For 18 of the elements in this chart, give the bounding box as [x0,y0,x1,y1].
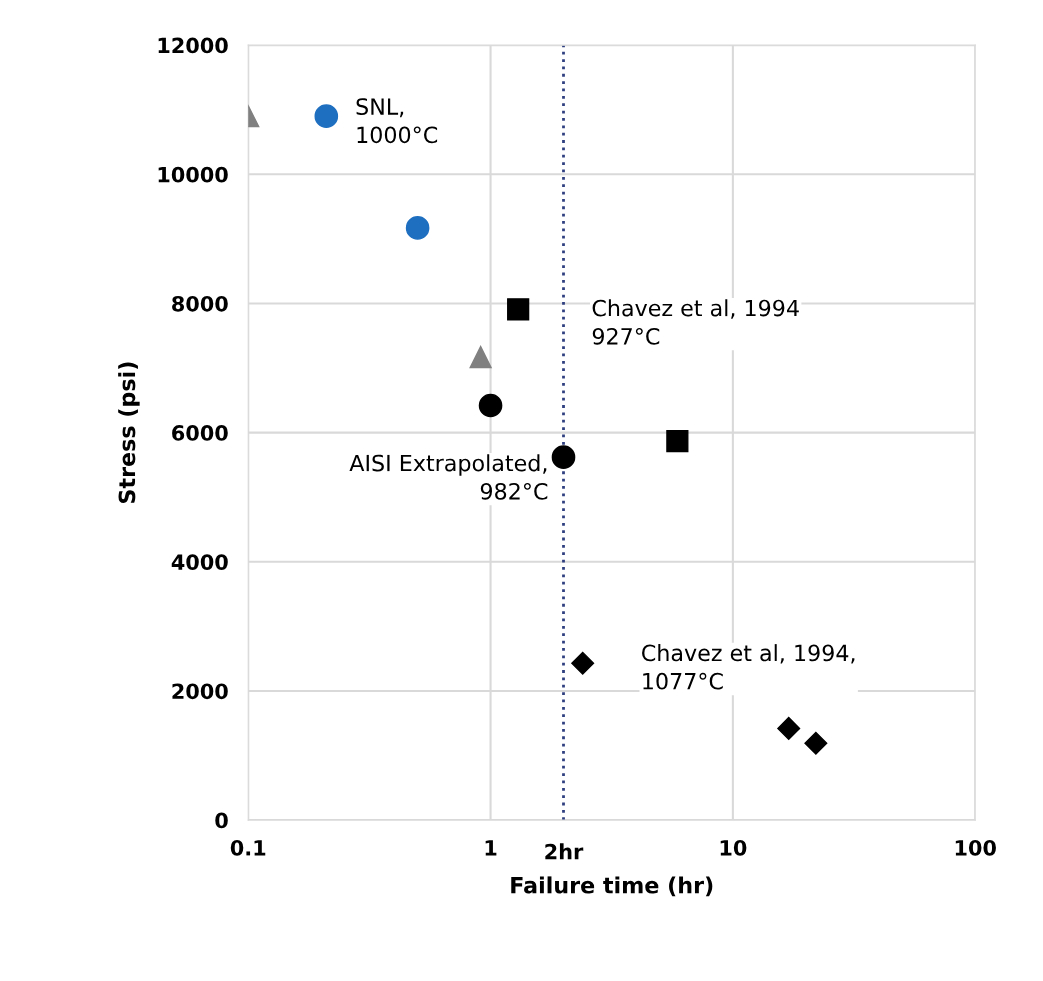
x-axis-title: Failure time (hr) [511,876,713,897]
ref-line-label: 2hr [545,843,584,860]
y-tick-label: 2000 [172,683,228,700]
x-tick-label: 10 [720,839,747,856]
annotation: Chavez et al, 1994 927°C [592,299,799,345]
annotation: AISI Extrapolated, 982°C [349,454,548,500]
x-tick-label: 1 [485,840,497,856]
y-axis-title: Stress (psi) [118,362,140,503]
y-tick-label: 6000 [172,425,228,441]
x-tick-label: 0.1 [230,839,266,856]
x-tick-label: 100 [955,839,996,856]
y-tick-label: 10000 [158,166,228,183]
y-tick-label: 0 [215,812,228,829]
annotation: Chavez et al, 1994, 1077°C [642,644,855,690]
y-tick-label: 12000 [158,37,228,54]
y-tick-label: 4000 [171,554,228,570]
y-tick-label: 8000 [172,295,228,312]
annotation: SNL, 1000°C [356,98,438,144]
